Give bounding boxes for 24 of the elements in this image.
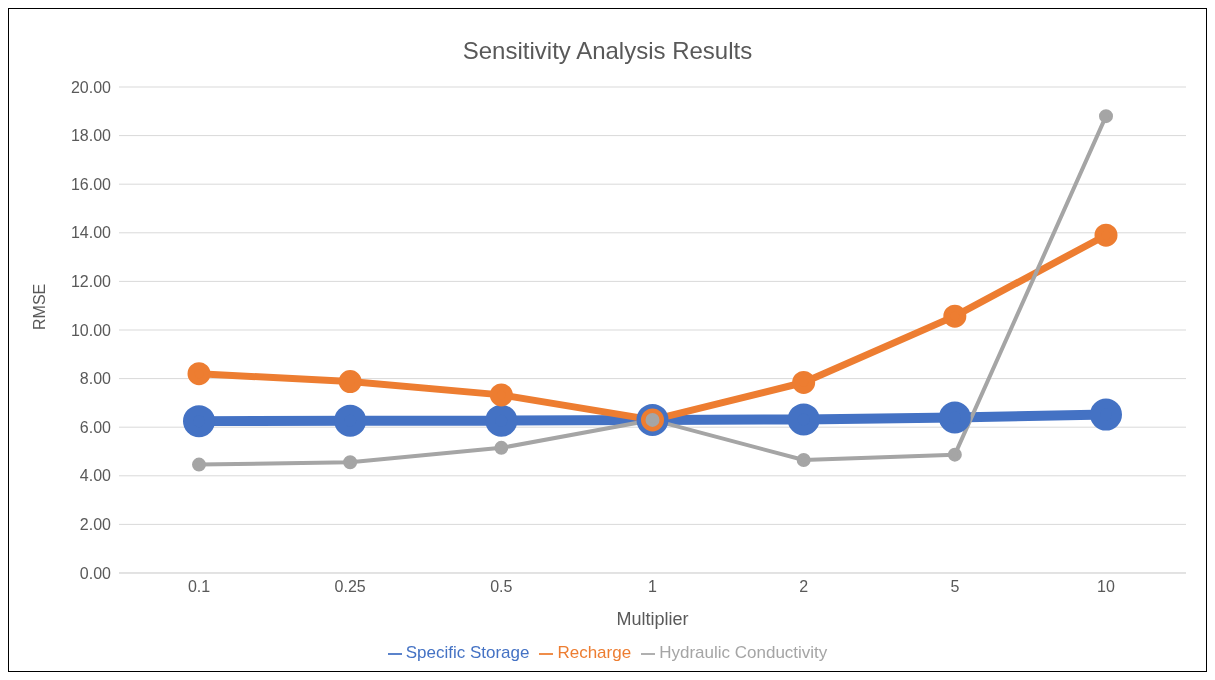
x-tick-label: 0.5	[490, 578, 513, 596]
x-tick-label: 0.25	[334, 578, 366, 596]
y-tick-label: 16.00	[70, 175, 112, 193]
x-tick-label: 5	[950, 578, 960, 596]
y-tick-label: 4.00	[79, 467, 112, 485]
legend-label: Hydraulic Conductivity	[659, 643, 828, 662]
y-tick-label: 14.00	[70, 224, 112, 242]
x-tick-label: 1	[648, 578, 658, 596]
y-axis-title: RMSE	[30, 283, 48, 330]
y-tick-label: 18.00	[70, 127, 112, 145]
x-tick-label: 0.1	[187, 578, 211, 596]
y-tick-label: 2.00	[79, 516, 112, 534]
y-tick-label: 8.00	[79, 370, 112, 388]
x-tick-label: 2	[799, 578, 809, 596]
y-tick-label: 10.00	[70, 321, 112, 339]
y-tick-label: 12.00	[70, 273, 112, 291]
y-tick-label: 0.00	[79, 564, 112, 582]
legend-label: Specific Storage	[405, 643, 530, 662]
x-tick-label: 10	[1097, 578, 1115, 596]
chart-title: Sensitivity Analysis Results	[461, 37, 754, 66]
legend-label: Recharge	[557, 643, 632, 662]
x-axis-title: Multiplier	[616, 609, 689, 629]
y-tick-label: 20.00	[70, 78, 112, 96]
y-tick-label: 6.00	[79, 418, 112, 436]
